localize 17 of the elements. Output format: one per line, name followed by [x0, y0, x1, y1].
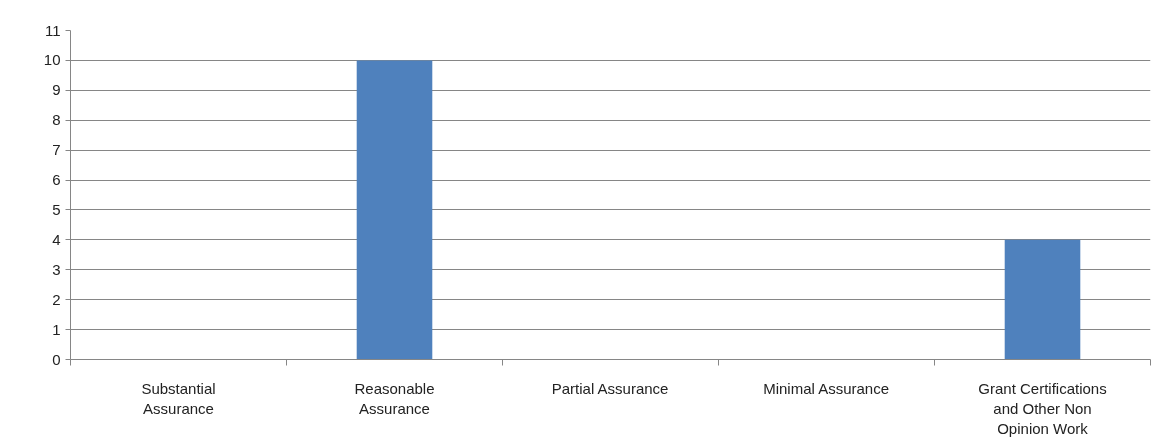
x-tick-label: Grant Certifications and Other Non Opinion Work — [978, 379, 1107, 438]
y-tick-label: 1 — [52, 320, 61, 338]
y-tick-label: 8 — [52, 111, 61, 129]
y-tick-label: 0 — [52, 350, 61, 368]
y-tick-label: 4 — [52, 230, 61, 248]
x-tick-label: Reasonable Assurance — [354, 379, 435, 417]
y-tick-label: 6 — [52, 171, 61, 189]
x-tick-label: Partial Assurance — [551, 379, 669, 397]
y-tick-label: 3 — [52, 260, 61, 278]
y-tick-label: 2 — [52, 290, 61, 308]
y-tick-label: 9 — [52, 81, 61, 99]
y-tick-label: 7 — [52, 141, 61, 159]
x-tick-label: Minimal Assurance — [763, 379, 890, 397]
x-tick-label: Substantial Assurance — [141, 379, 216, 417]
y-tick-label: 10 — [43, 51, 61, 69]
y-tick-label: 11 — [44, 21, 61, 39]
y-tick-label: 5 — [52, 200, 61, 218]
